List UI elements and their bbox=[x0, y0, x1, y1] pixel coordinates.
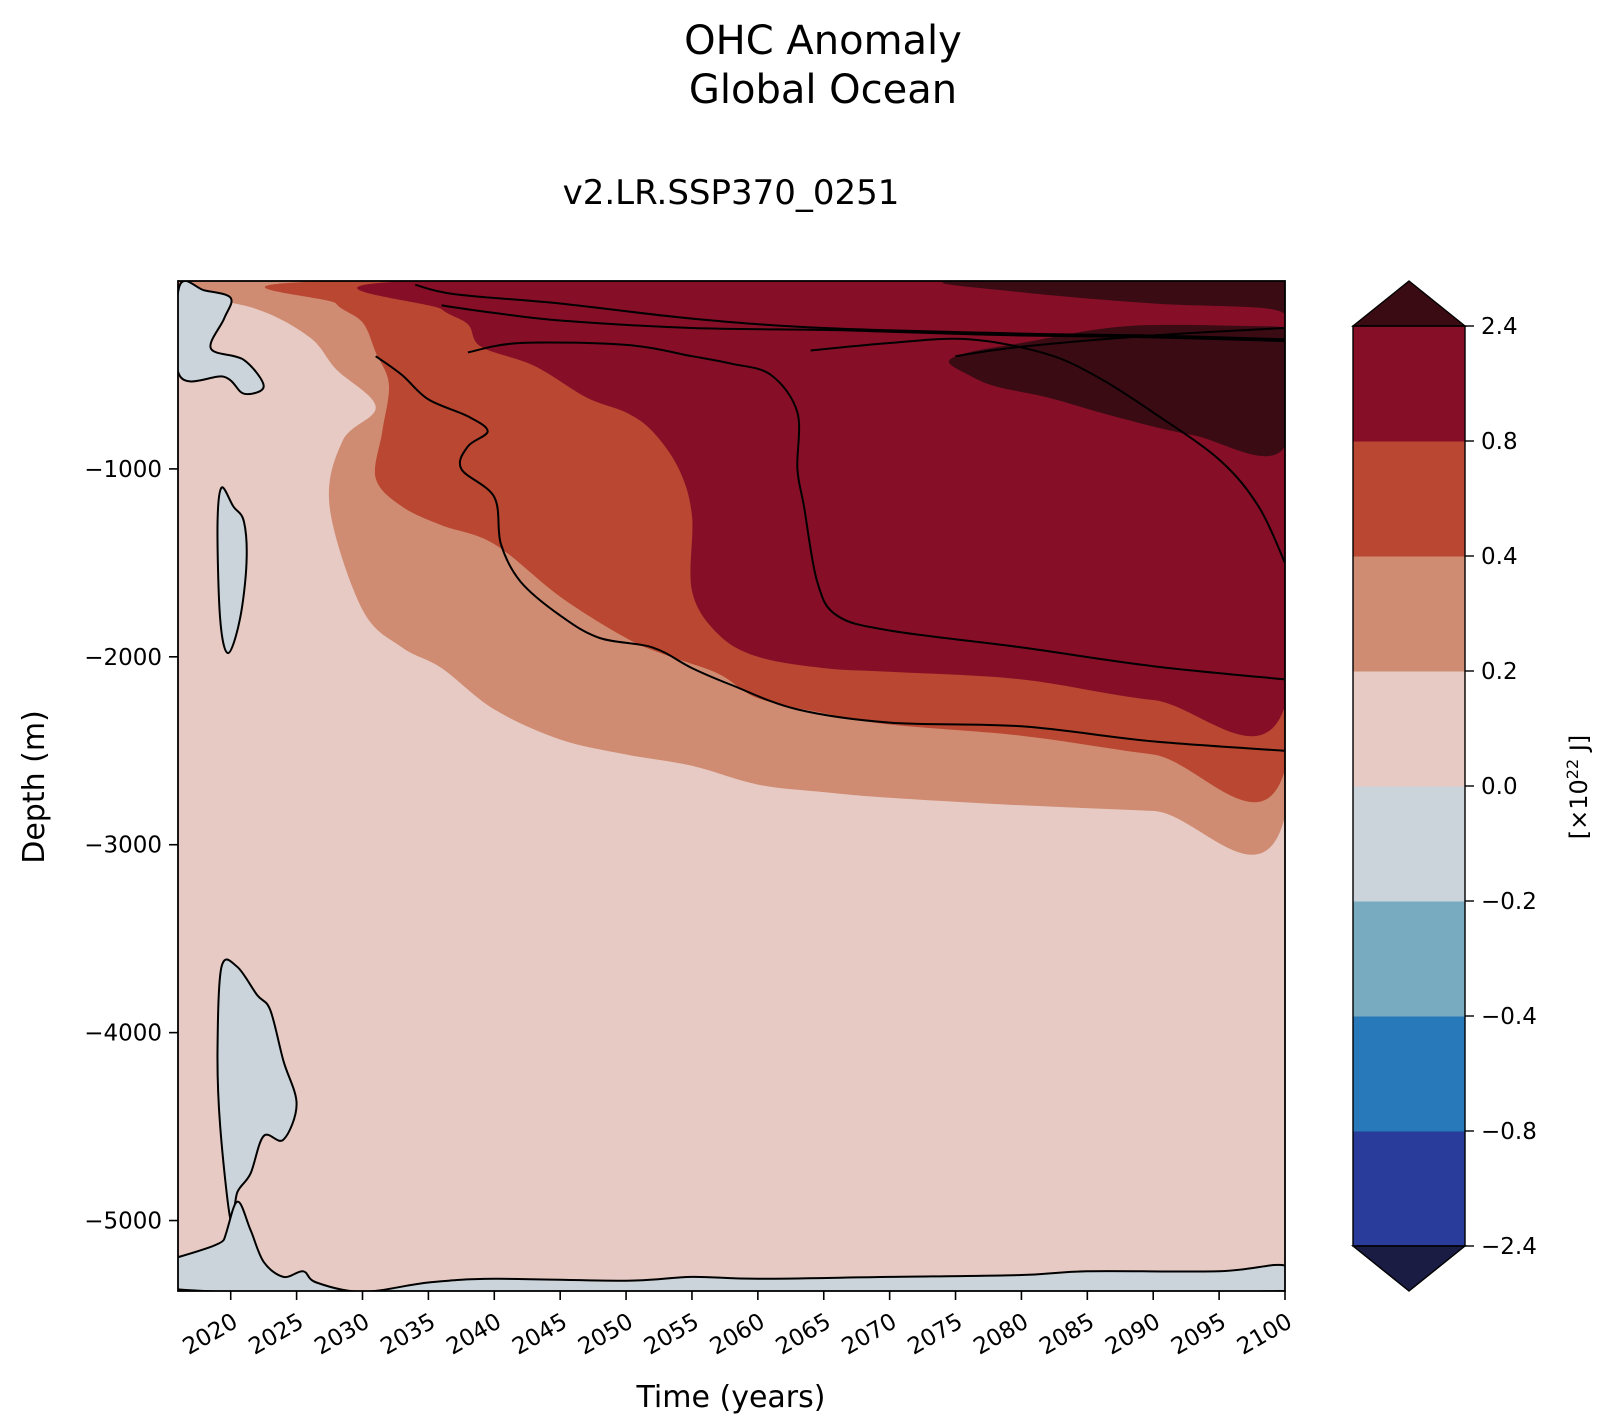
colorbar-extend-under bbox=[1351, 1245, 1467, 1292]
colorbar: −2.4 −0.8 −0.4 −0.2 0.0 0.2 0.4 0.8 2.4 bbox=[1351, 280, 1537, 1292]
x-tick-label: 2020 bbox=[179, 1309, 243, 1361]
colorbar-tick-label: 0.8 bbox=[1481, 429, 1518, 455]
colorbar-tick-label: 0.4 bbox=[1481, 544, 1518, 570]
plot-frame bbox=[177, 280, 1286, 1292]
colorbar-label-exponent: 22 bbox=[1563, 759, 1582, 779]
x-tick-label: 2050 bbox=[574, 1309, 638, 1361]
contour-line-3 bbox=[467, 341, 1285, 681]
colorbar-segment bbox=[1353, 556, 1465, 672]
y-tick-label: −1000 bbox=[84, 457, 162, 483]
x-tick-label: 2100 bbox=[1233, 1309, 1297, 1361]
x-tick-label: 2070 bbox=[838, 1309, 902, 1361]
x-tick-label: 2085 bbox=[1035, 1309, 1099, 1361]
x-tick-label: 2040 bbox=[442, 1309, 506, 1361]
x-tick-label: 2075 bbox=[903, 1309, 967, 1361]
x-tick-label: 2060 bbox=[706, 1309, 770, 1361]
plot-area bbox=[178, 281, 1285, 1291]
colorbar-segment bbox=[1353, 671, 1465, 787]
colorbar-label-suffix: J] bbox=[1565, 735, 1593, 759]
colorbar-segment bbox=[1353, 786, 1465, 902]
colorbar-tick-label: −2.4 bbox=[1481, 1234, 1537, 1260]
x-tick-label: 2080 bbox=[969, 1309, 1033, 1361]
colorbar-tick-label: 2.4 bbox=[1481, 314, 1518, 340]
negative-region-3 bbox=[178, 1200, 1285, 1291]
colorbar-segment bbox=[1353, 326, 1465, 442]
chart-title-line-2: Global Ocean bbox=[689, 67, 957, 113]
colorbar-segment bbox=[1353, 1131, 1465, 1247]
x-tick-label: 2035 bbox=[376, 1309, 440, 1361]
contour-line-4 bbox=[810, 337, 1285, 564]
colorbar-label: [×1022 J] bbox=[1563, 735, 1594, 839]
x-tick-label: 2025 bbox=[245, 1309, 309, 1361]
colorbar-tick-label: 0.0 bbox=[1481, 774, 1518, 800]
y-axis-label: Depth (m) bbox=[17, 710, 52, 864]
x-tick-label: 2045 bbox=[508, 1309, 572, 1361]
colorbar-segment bbox=[1353, 1016, 1465, 1132]
x-tick-label: 2065 bbox=[772, 1309, 836, 1361]
x-tick-label: 2030 bbox=[310, 1309, 374, 1361]
chart-title-line-1: OHC Anomaly bbox=[684, 18, 962, 64]
y-tick-label: −5000 bbox=[84, 1209, 162, 1235]
chart-subtitle: v2.LR.SSP370_0251 bbox=[563, 173, 900, 213]
x-tick-label: 2055 bbox=[640, 1309, 704, 1361]
x-axis: 2020 2025 2030 2035 2040 2045 2050 2055 2060 2065… bbox=[179, 1291, 1297, 1360]
negative-region-1 bbox=[216, 486, 248, 655]
contour-line-5 bbox=[955, 327, 1285, 358]
colorbar-label-prefix: [×10 bbox=[1565, 779, 1593, 839]
y-tick-label: −4000 bbox=[84, 1021, 162, 1047]
colorbar-segment bbox=[1353, 901, 1465, 1017]
x-axis-label: Time (years) bbox=[636, 1380, 826, 1415]
colorbar-tick-label: −0.2 bbox=[1481, 889, 1537, 915]
contour-band-3 bbox=[942, 281, 1285, 457]
colorbar-tick-label: 0.2 bbox=[1481, 659, 1518, 685]
colorbar-extend-over bbox=[1351, 280, 1467, 327]
colorbar-segment bbox=[1353, 441, 1465, 557]
y-tick-label: −2000 bbox=[84, 645, 162, 671]
x-tick-label: 2095 bbox=[1167, 1309, 1231, 1361]
y-tick-label: −3000 bbox=[84, 833, 162, 859]
contour-line-1 bbox=[375, 355, 1285, 752]
x-tick-label: 2090 bbox=[1101, 1309, 1165, 1361]
colorbar-tick-label: −0.4 bbox=[1481, 1004, 1537, 1030]
y-axis: −1000 −2000 −3000 −4000 −5000 bbox=[84, 457, 178, 1235]
colorbar-tick-label: −0.8 bbox=[1481, 1119, 1537, 1145]
negative-region-2 bbox=[216, 958, 298, 1224]
negative-region-0 bbox=[178, 281, 265, 396]
